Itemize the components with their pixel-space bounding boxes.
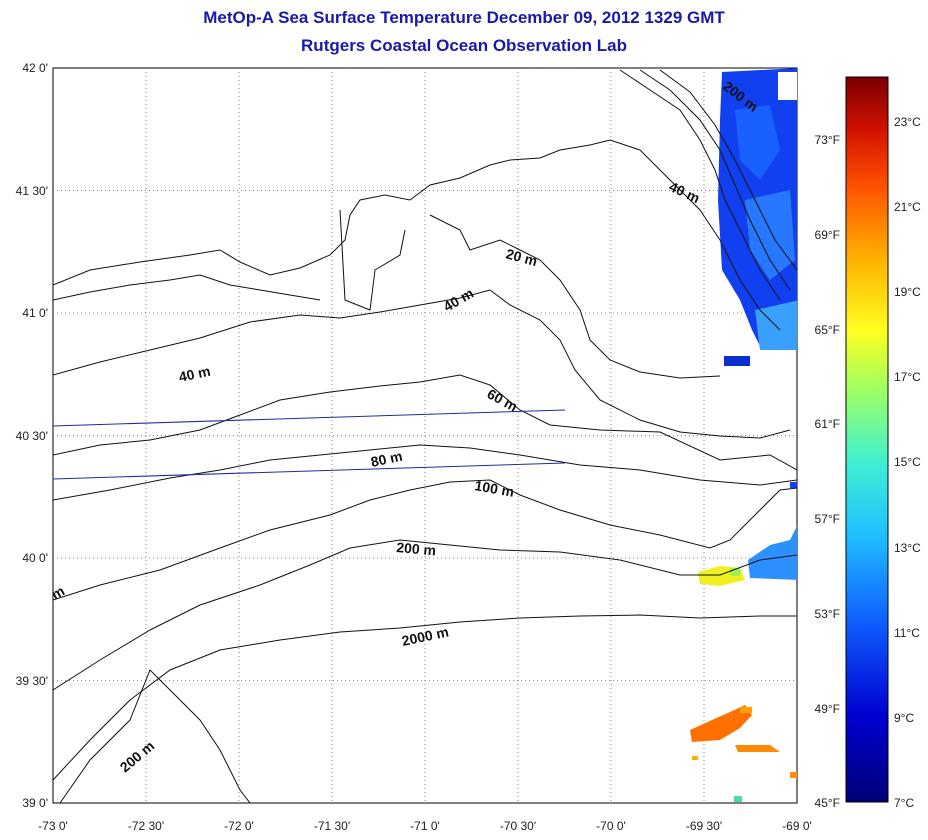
lon-tick-label: -71 0' <box>410 819 440 833</box>
colorbar-celsius-labels: 23°C 21°C 19°C 17°C 15°C 13°C 11°C 9°C 7… <box>894 115 921 810</box>
map-title: MetOp-A Sea Surface Temperature December… <box>203 8 725 27</box>
celsius-label: 19°C <box>894 285 921 299</box>
celsius-label: 21°C <box>894 200 921 214</box>
latitude-tick-labels: 42 0' 41 30' 41 0' 40 30' 40 0' 39 30' 3… <box>16 61 48 810</box>
contour-label: 20 m <box>504 245 539 269</box>
lon-tick-label: -71 30' <box>314 819 350 833</box>
contour-label: 100 m <box>473 477 515 500</box>
lat-tick-label: 39 0' <box>22 796 48 810</box>
longitude-tick-labels: -73 0' -72 30' -72 0' -71 30' -71 0' -70… <box>38 819 812 833</box>
lon-tick-label: -72 30' <box>128 819 164 833</box>
contour-label: 80 m <box>369 448 404 470</box>
colorbar <box>845 76 889 803</box>
fahrenheit-label: 65°F <box>815 323 840 337</box>
celsius-label: 23°C <box>894 115 921 129</box>
lon-tick-label: -72 0' <box>224 819 254 833</box>
lon-tick-label: -69 30' <box>686 819 722 833</box>
lon-tick-label: -70 0' <box>596 819 626 833</box>
transect-lines <box>53 409 566 480</box>
celsius-label: 17°C <box>894 370 921 384</box>
lat-tick-label: 40 30' <box>16 429 48 443</box>
celsius-label: 9°C <box>894 711 914 725</box>
lat-tick-label: 42 0' <box>22 61 48 75</box>
lat-tick-label: 40 0' <box>22 551 48 565</box>
lat-tick-label: 39 30' <box>16 674 48 688</box>
celsius-label: 15°C <box>894 455 921 469</box>
fahrenheit-label: 45°F <box>815 796 840 810</box>
fahrenheit-label: 61°F <box>815 417 840 431</box>
sst-data-patch-east <box>748 482 797 580</box>
colorbar-fahrenheit-labels: 73°F 69°F 65°F 61°F 57°F 53°F 49°F 45°F <box>815 133 840 810</box>
contour-label: 200 m <box>396 539 437 558</box>
map-subtitle: Rutgers Coastal Ocean Observation Lab <box>301 36 627 55</box>
sst-data-patch-south <box>690 705 797 802</box>
fahrenheit-label: 57°F <box>815 512 840 526</box>
lat-tick-label: 41 30' <box>16 184 48 198</box>
celsius-label: 11°C <box>894 626 920 640</box>
lon-tick-label: -69 0' <box>782 819 812 833</box>
fahrenheit-label: 49°F <box>815 702 840 716</box>
celsius-label: 7°C <box>894 796 914 810</box>
contour-label: 40 m <box>177 363 212 385</box>
graticule <box>53 68 797 803</box>
lon-tick-label: -70 30' <box>500 819 536 833</box>
fahrenheit-label: 53°F <box>815 607 840 621</box>
fahrenheit-label: 73°F <box>815 133 840 147</box>
fahrenheit-label: 69°F <box>815 228 840 242</box>
lon-tick-label: -73 0' <box>38 819 68 833</box>
sst-data-patch-yellow <box>698 566 745 586</box>
lat-tick-label: 41 0' <box>22 306 48 320</box>
bathymetry-contours <box>53 69 797 803</box>
celsius-label: 13°C <box>894 541 921 555</box>
